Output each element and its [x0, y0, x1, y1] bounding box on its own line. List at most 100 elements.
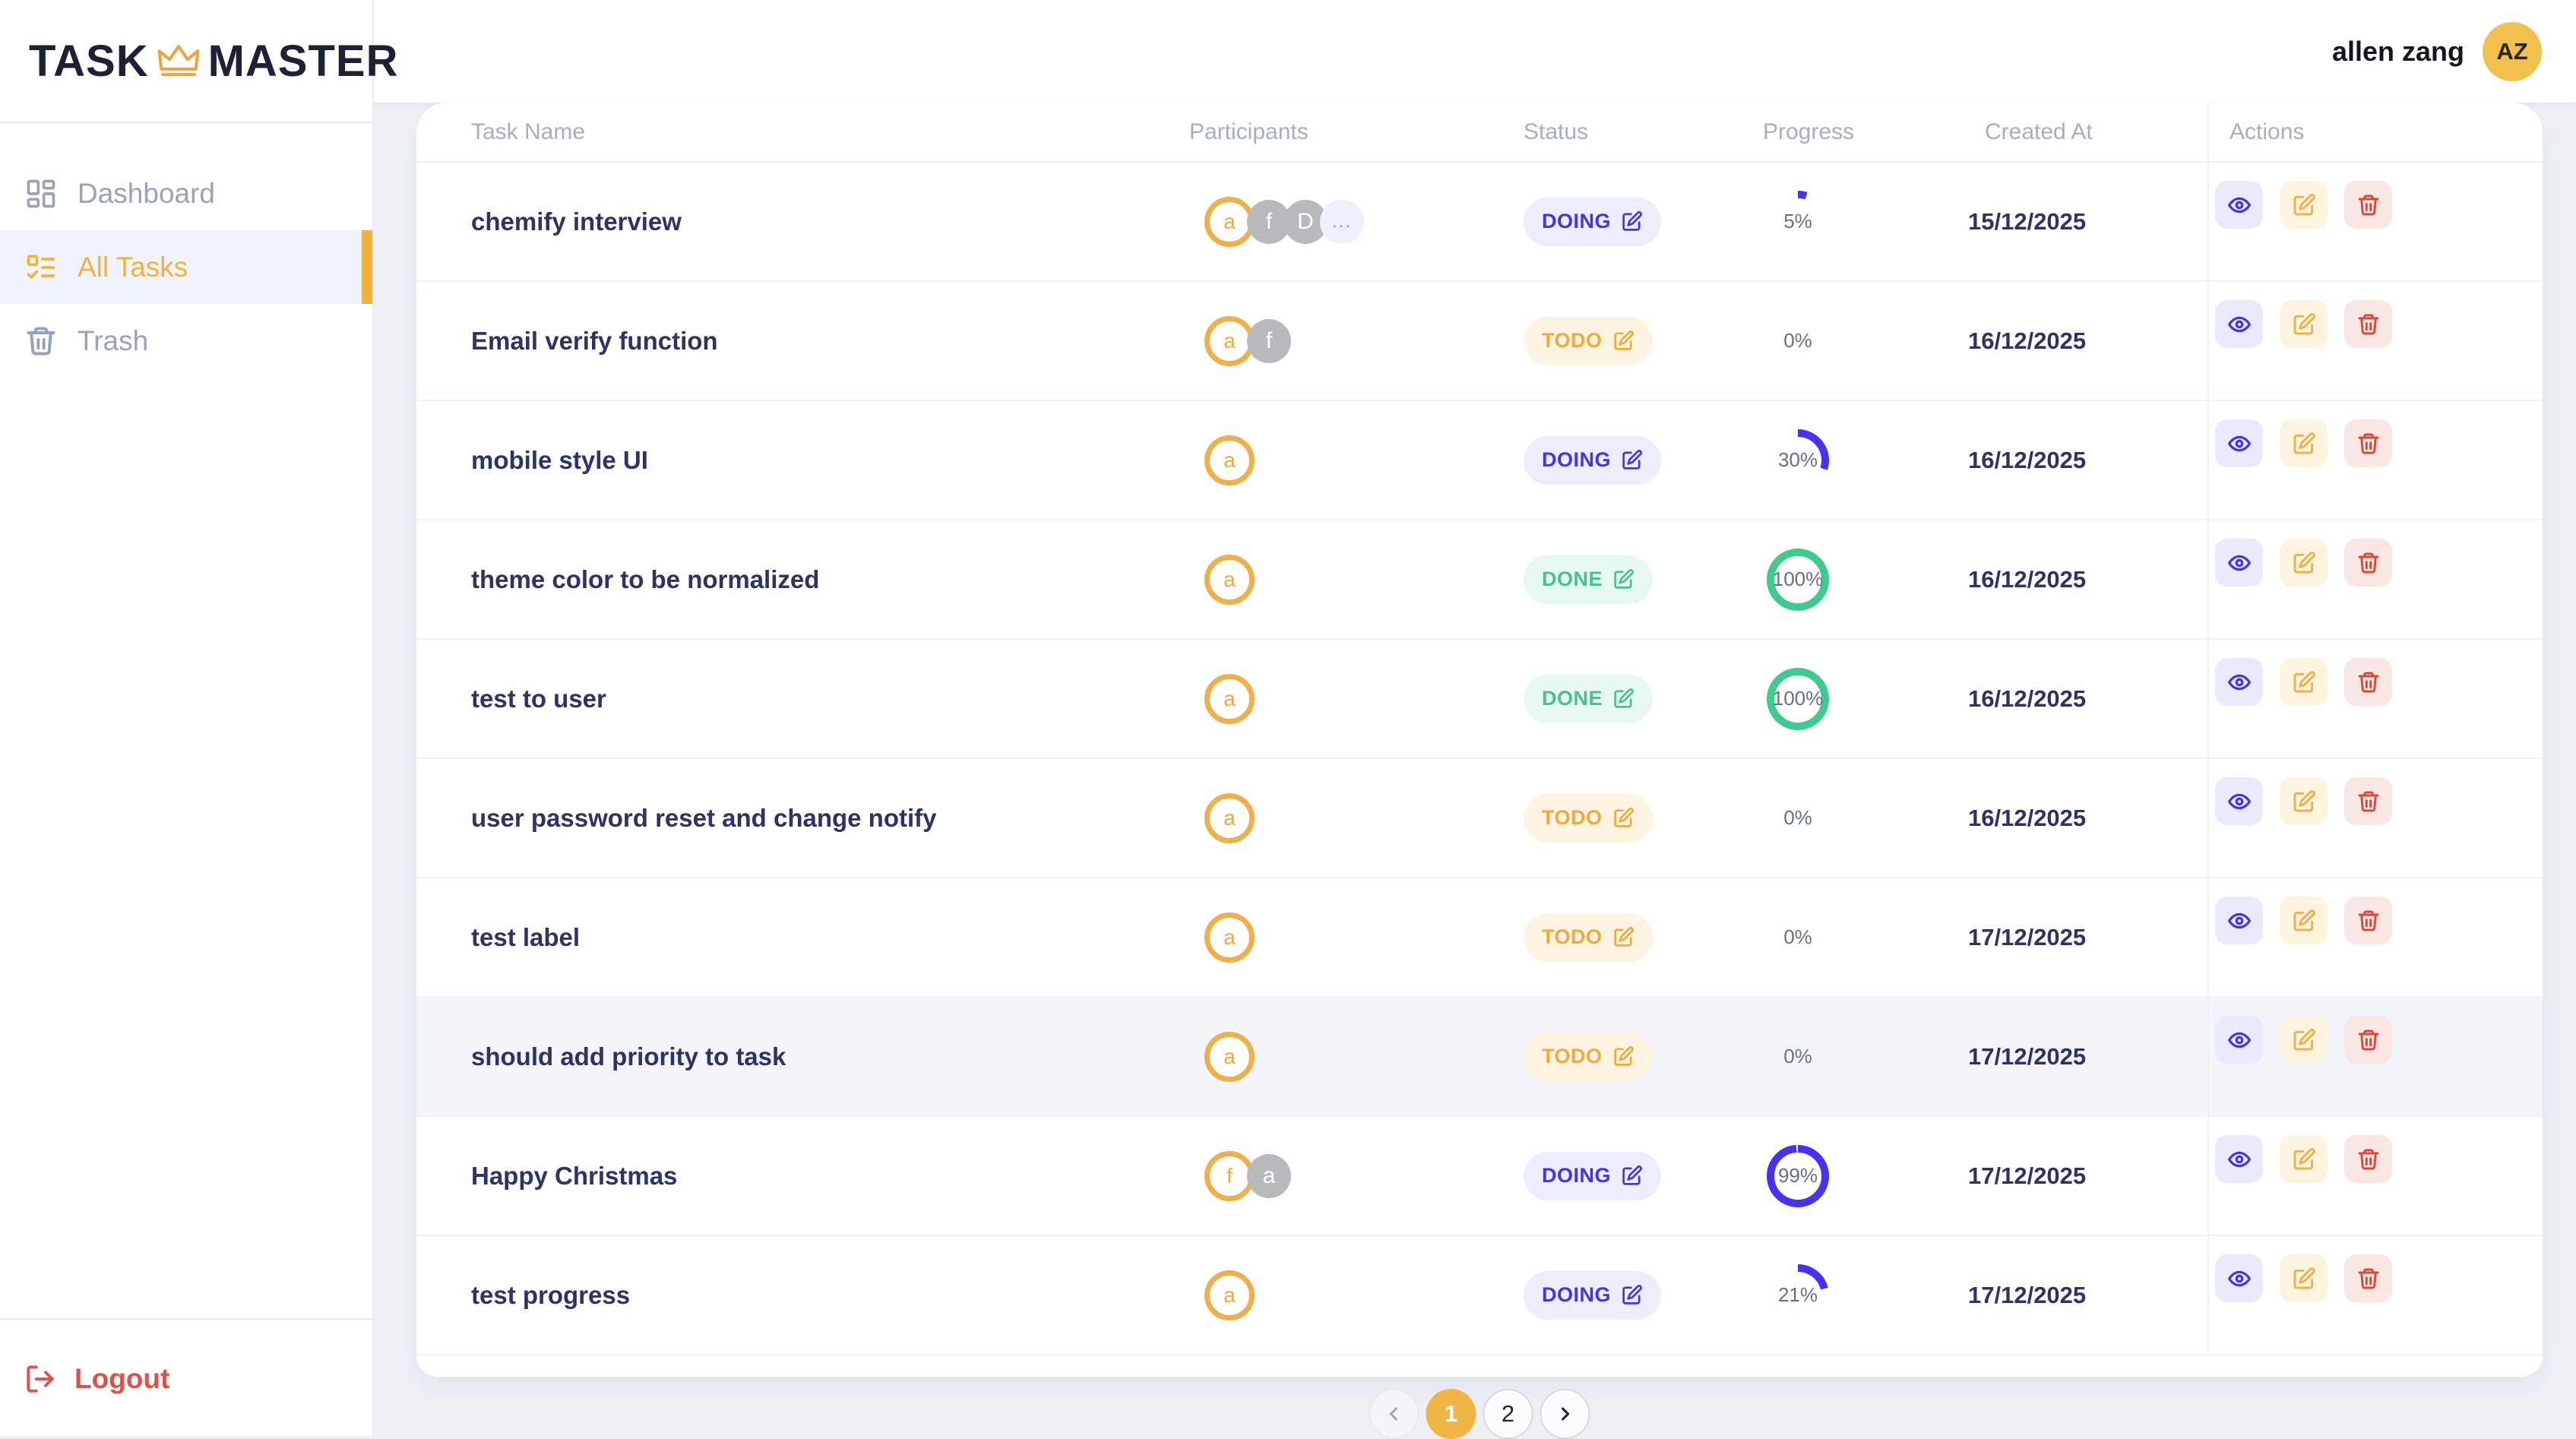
- delete-task-button[interactable]: [2344, 1254, 2392, 1302]
- edit-task-button[interactable]: [2280, 1254, 2328, 1302]
- edit-status-icon: [1621, 210, 1643, 232]
- edit-task-button[interactable]: [2280, 1135, 2328, 1183]
- eye-icon: [2227, 1147, 2252, 1172]
- pagination-prev-button[interactable]: [1369, 1389, 1419, 1439]
- table-row[interactable]: should add priority to task a TODO 0% 17…: [416, 998, 2543, 1117]
- edit-icon: [2292, 1267, 2316, 1291]
- delete-task-button[interactable]: [2344, 1135, 2392, 1183]
- status-cell: TODO: [1524, 316, 1763, 365]
- trash-icon: [2356, 1028, 2381, 1052]
- sidebar-item-trash[interactable]: Trash: [0, 304, 372, 378]
- table-row[interactable]: theme color to be normalized a DONE 100%…: [416, 520, 2543, 640]
- edit-task-button[interactable]: [2280, 777, 2328, 825]
- actions-cell: [2207, 401, 2543, 519]
- pagination-page-2[interactable]: 2: [1483, 1389, 1533, 1439]
- status-label: TODO: [1542, 806, 1603, 829]
- delete-task-button[interactable]: [2344, 1016, 2392, 1064]
- edit-task-button[interactable]: [2280, 181, 2328, 229]
- task-name: test label: [471, 922, 581, 951]
- logo-text-master: MASTER: [207, 36, 399, 86]
- edit-icon: [2292, 789, 2316, 814]
- status-badge[interactable]: TODO: [1524, 912, 1653, 962]
- status-cell: DOING: [1524, 435, 1763, 485]
- status-cell: TODO: [1524, 793, 1763, 843]
- edit-status-icon: [1612, 330, 1635, 352]
- delete-task-button[interactable]: [2344, 539, 2392, 587]
- edit-task-button[interactable]: [2280, 300, 2328, 348]
- task-name: Happy Christmas: [471, 1161, 678, 1190]
- progress-value: 5%: [1783, 210, 1812, 232]
- more-participants-avatar: ...: [1320, 199, 1364, 244]
- participant-avatar: a: [1204, 315, 1255, 366]
- eye-icon: [2227, 1028, 2252, 1052]
- edit-task-button[interactable]: [2280, 897, 2328, 944]
- edit-task-button[interactable]: [2280, 658, 2328, 706]
- view-task-button[interactable]: [2215, 300, 2263, 348]
- sidebar: TASK MASTER Dashboard All Tasks Trash Lo…: [0, 0, 397, 1436]
- status-badge[interactable]: DOING: [1524, 435, 1662, 485]
- edit-task-button[interactable]: [2280, 1016, 2328, 1064]
- delete-task-button[interactable]: [2344, 300, 2392, 348]
- table-row[interactable]: test label a TODO 0% 17/12/2025: [416, 878, 2543, 998]
- sidebar-item-all-tasks[interactable]: All Tasks: [0, 230, 372, 304]
- status-badge[interactable]: TODO: [1524, 793, 1653, 843]
- delete-task-button[interactable]: [2344, 777, 2392, 825]
- delete-task-button[interactable]: [2344, 419, 2392, 467]
- user-avatar[interactable]: AZ: [2483, 21, 2542, 81]
- edit-task-button[interactable]: [2280, 539, 2328, 587]
- view-task-button[interactable]: [2215, 419, 2263, 467]
- sidebar-item-label: All Tasks: [78, 251, 188, 283]
- edit-icon: [2292, 312, 2316, 337]
- view-task-button[interactable]: [2215, 1135, 2263, 1183]
- actions-cell: [2207, 1236, 2543, 1354]
- table-row[interactable]: mobile style UI a DOING 30% 16/12/2025: [416, 401, 2543, 520]
- pagination-page-1[interactable]: 1: [1426, 1389, 1476, 1439]
- participant-avatar: f: [1247, 318, 1291, 363]
- edit-status-icon: [1612, 688, 1635, 710]
- status-badge[interactable]: DOING: [1524, 1151, 1662, 1200]
- participants-group: a: [1189, 1031, 1524, 1082]
- status-badge[interactable]: DONE: [1524, 555, 1654, 604]
- delete-task-button[interactable]: [2344, 181, 2392, 229]
- participant-avatar: a: [1204, 673, 1255, 724]
- edit-icon: [2292, 432, 2316, 456]
- view-task-button[interactable]: [2215, 777, 2263, 825]
- delete-task-button[interactable]: [2344, 897, 2392, 944]
- table-row[interactable]: test progress a DOING 21% 17/12/2025: [416, 1236, 2543, 1355]
- edit-status-icon: [1621, 1284, 1643, 1306]
- view-task-button[interactable]: [2215, 658, 2263, 706]
- status-badge[interactable]: DOING: [1524, 197, 1662, 246]
- status-badge[interactable]: DONE: [1524, 674, 1654, 723]
- progress-cell: 0%: [1763, 1022, 1968, 1092]
- pagination-next-button[interactable]: [1540, 1389, 1590, 1439]
- view-task-button[interactable]: [2215, 539, 2263, 587]
- view-task-button[interactable]: [2215, 897, 2263, 944]
- table-row[interactable]: test to user a DONE 100% 16/12/2025: [416, 640, 2543, 759]
- logout-button[interactable]: Logout: [0, 1318, 397, 1437]
- view-task-button[interactable]: [2215, 1254, 2263, 1302]
- sidebar-item-dashboard[interactable]: Dashboard: [0, 157, 372, 230]
- user-menu[interactable]: allen zang AZ: [2332, 0, 2542, 103]
- progress-cell: 0%: [1763, 783, 1968, 853]
- view-task-button[interactable]: [2215, 1016, 2263, 1064]
- logout-icon: [24, 1363, 56, 1395]
- status-badge[interactable]: TODO: [1524, 316, 1653, 365]
- user-name: allen zang: [2331, 35, 2464, 67]
- table-row[interactable]: user password reset and change notify a …: [416, 759, 2543, 878]
- view-task-button[interactable]: [2215, 181, 2263, 229]
- task-name: chemify interview: [471, 207, 682, 236]
- progress-ring: 0%: [1763, 903, 1833, 973]
- edit-status-icon: [1621, 1165, 1643, 1187]
- task-name: user password reset and change notify: [471, 803, 937, 832]
- edit-task-button[interactable]: [2280, 419, 2328, 467]
- crown-icon: [157, 42, 201, 80]
- top-bar: allen zang AZ: [0, 0, 2576, 103]
- trash-icon: [2356, 909, 2381, 933]
- status-badge[interactable]: DOING: [1524, 1270, 1662, 1320]
- progress-value: 0%: [1783, 1045, 1812, 1067]
- status-badge[interactable]: TODO: [1524, 1032, 1653, 1081]
- table-row[interactable]: chemify interview a f D... DOING 5% 15/12/…: [416, 163, 2543, 282]
- delete-task-button[interactable]: [2344, 658, 2392, 706]
